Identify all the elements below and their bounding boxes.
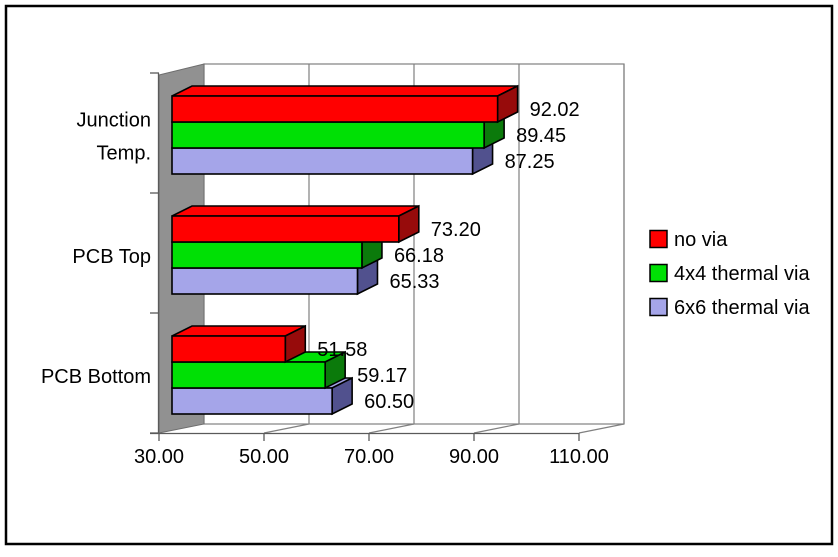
bar-top-face [171,85,518,97]
value-label-pcb-bottom-no-via: 51.58 [317,339,367,361]
bar-front-face [171,267,359,295]
value-label-junction-temp-4x4-thermal-via: 89.45 [516,125,566,147]
bar-front-face [171,95,499,123]
x-tick-label-50: 50.00 [239,446,289,468]
floor-gridline-50 [263,423,310,434]
floor-gridline-110 [578,423,625,434]
value-label-pcb-bottom-6x6-thermal-via: 60.50 [364,391,414,413]
value-label-pcb-bottom-4x4-thermal-via: 59.17 [357,365,407,387]
x-tick-label-90: 90.00 [449,446,499,468]
bar-front-face [171,387,333,415]
legend-label-6x6-thermal-via: 6x6 thermal via [674,297,810,319]
legend-swatch-4x4-thermal-via [649,263,668,283]
x-tick-label-30: 30.00 [134,446,184,468]
legend-swatch-no-via [649,229,668,249]
category-label-pcb-top-line1: PCB Top [72,246,151,268]
x-tick-label-70: 70.00 [344,446,394,468]
x-tick-label-110: 110.00 [549,446,609,468]
bar-top-face [171,205,420,217]
bar-front-face [171,121,485,149]
value-label-pcb-top-6x6-thermal-via: 65.33 [389,271,439,293]
legend-item-4x4-thermal-via: 4x4 thermal via [649,263,810,285]
floor-gridline-70 [368,423,415,434]
bar-pcb-top-no-via [171,204,420,244]
bar-junction-temp-no-via [171,84,519,124]
bar-front-face [171,241,363,269]
category-label-junction-temp-line2: Temp. [97,143,151,165]
value-label-pcb-top-no-via: 73.20 [431,219,481,241]
legend: no via 4x4 thermal via 6x6 thermal via [649,229,810,319]
value-label-junction-temp-6x6-thermal-via: 87.25 [505,151,555,173]
category-label-pcb-bottom-line1: PCB Bottom [41,366,151,388]
legend-label-4x4-thermal-via: 4x4 thermal via [674,263,810,285]
value-label-junction-temp-no-via: 92.02 [530,99,580,121]
bar-pcb-bottom-no-via [171,324,307,364]
bar-front-face [171,147,474,175]
legend-swatch-6x6-thermal-via [649,297,668,317]
legend-item-no-via: no via [649,229,728,251]
bar-front-face [171,361,326,389]
legend-label-no-via: no via [674,229,728,251]
bar-front-face [171,335,287,363]
category-label-junction-temp-line1: Junction [77,110,152,132]
legend-item-6x6-thermal-via: 6x6 thermal via [649,297,810,319]
bar-front-face [171,215,400,243]
floor-gridline-90 [473,423,520,434]
bar-top-face [171,325,306,337]
value-label-pcb-top-4x4-thermal-via: 66.18 [394,245,444,267]
